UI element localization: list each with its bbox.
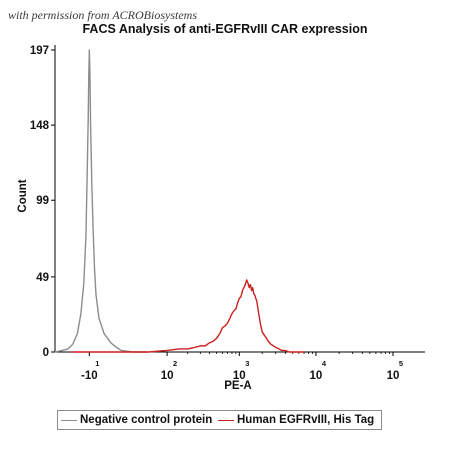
y-tick-label-0: 0	[43, 347, 49, 359]
series-line-1	[71, 279, 304, 353]
x-tick-exponent-1: 2	[173, 359, 177, 368]
x-tick-label-0: -10	[81, 370, 98, 382]
x-tick-exponent-2: 3	[245, 359, 249, 368]
y-tick-label-1: 49	[36, 272, 49, 284]
x-tick-label-4: 10	[387, 370, 400, 382]
legend-label-human-egfrviii: Human EGFRvIII, His Tag	[237, 414, 375, 426]
tick-labels: 0 49 99 148 197 -10 1 10 2 10 3 10 4 10 5	[30, 45, 403, 382]
x-axis-label: PE-A	[224, 380, 252, 392]
series-line-0	[54, 49, 147, 353]
y-tick-label-3: 148	[30, 120, 50, 132]
axes	[51, 45, 425, 356]
legend-swatch-negative-control	[61, 420, 77, 421]
watermark-text: with permission from ACROBiosystems	[8, 8, 198, 22]
x-tick-label-1: 10	[161, 370, 174, 382]
x-tick-label-3: 10	[310, 370, 323, 382]
legend: Negative control protein Human EGFRvIII,…	[57, 410, 382, 430]
x-tick-label-2: 10	[233, 370, 246, 382]
legend-swatch-human-egfrviii	[218, 420, 234, 421]
x-tick-exponent-0: 1	[95, 359, 99, 368]
x-tick-exponent-3: 4	[322, 359, 327, 368]
y-tick-label-4: 197	[30, 45, 49, 57]
chart-title: FACS Analysis of anti-EGFRvIII CAR expre…	[82, 22, 368, 36]
y-tick-label-2: 99	[36, 195, 49, 207]
x-tick-exponent-4: 5	[399, 359, 403, 368]
series-layer	[54, 49, 304, 353]
legend-label-negative-control: Negative control protein	[80, 414, 213, 426]
